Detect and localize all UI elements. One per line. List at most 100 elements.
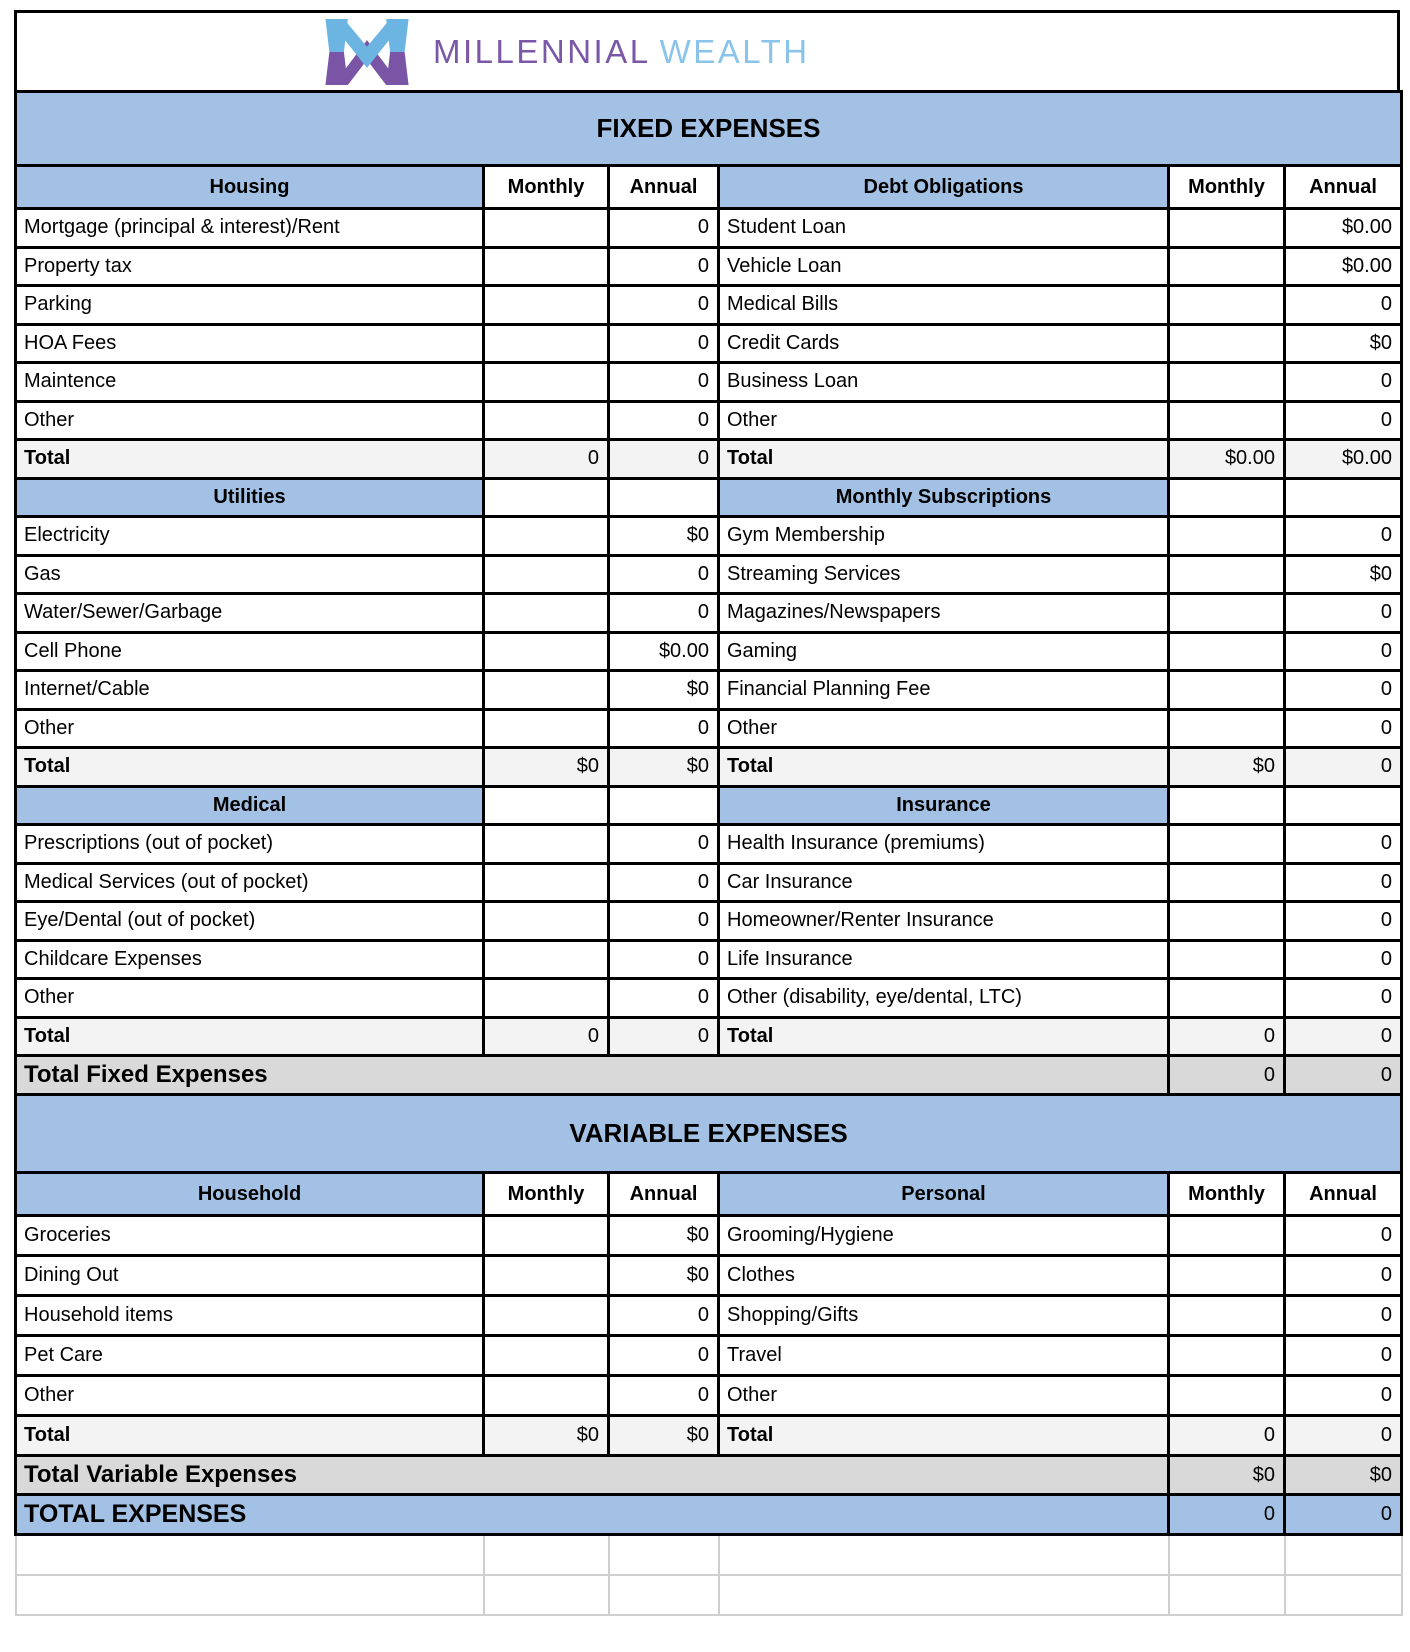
empty-cell[interactable] <box>607 1573 720 1616</box>
section-header-monthly-subscriptions[interactable]: Monthly Subscriptions <box>717 476 1170 518</box>
column-header-monthly[interactable]: Monthly <box>1167 164 1286 210</box>
empty-cell[interactable] <box>482 784 610 826</box>
section-header-medical[interactable]: Medical <box>14 784 485 826</box>
annual-value-cell[interactable]: $0 <box>607 1214 720 1257</box>
monthly-value-cell[interactable] <box>1167 823 1286 865</box>
section-band-variable[interactable]: VARIABLE EXPENSES <box>14 1093 1403 1174</box>
monthly-value-cell[interactable] <box>1167 707 1286 749</box>
row-label-cell[interactable]: Maintence <box>14 361 485 403</box>
row-label-cell[interactable]: Financial Planning Fee <box>717 669 1170 711</box>
monthly-value-cell[interactable] <box>1167 1254 1286 1297</box>
summary-label-fixed[interactable]: Total Fixed Expenses <box>14 1054 1170 1096</box>
annual-value-cell[interactable]: $0.00 <box>1283 207 1403 249</box>
total-label-cell[interactable]: Total <box>717 438 1170 480</box>
row-label-cell[interactable]: Other <box>717 399 1170 441</box>
monthly-value-cell[interactable] <box>482 515 610 557</box>
section-header-utilities[interactable]: Utilities <box>14 476 485 518</box>
row-label-cell[interactable]: HOA Fees <box>14 322 485 364</box>
empty-cell[interactable] <box>717 1533 1170 1576</box>
total-monthly-cell[interactable]: 0 <box>482 438 610 480</box>
monthly-value-cell[interactable] <box>482 823 610 865</box>
annual-value-cell[interactable]: 0 <box>1283 284 1403 326</box>
annual-value-cell[interactable]: 0 <box>1283 630 1403 672</box>
monthly-value-cell[interactable] <box>1167 515 1286 557</box>
monthly-value-cell[interactable] <box>482 938 610 980</box>
monthly-value-cell[interactable] <box>1167 1294 1286 1337</box>
empty-cell[interactable] <box>482 476 610 518</box>
grand-total-label[interactable]: TOTAL EXPENSES <box>14 1493 1170 1536</box>
column-header-monthly[interactable]: Monthly <box>482 164 610 210</box>
annual-value-cell[interactable]: $0.00 <box>607 630 720 672</box>
monthly-value-cell[interactable] <box>1167 284 1286 326</box>
total-label-cell[interactable]: Total <box>14 1015 485 1057</box>
empty-cell[interactable] <box>1283 476 1403 518</box>
section-header-household[interactable]: Household <box>14 1171 485 1217</box>
total-monthly-cell[interactable]: $0 <box>482 746 610 788</box>
row-label-cell[interactable]: Pet Care <box>14 1334 485 1377</box>
monthly-value-cell[interactable] <box>482 322 610 364</box>
annual-value-cell[interactable]: 0 <box>1283 1214 1403 1257</box>
monthly-value-cell[interactable] <box>1167 399 1286 441</box>
row-label-cell[interactable]: Water/Sewer/Garbage <box>14 592 485 634</box>
grand-total-monthly[interactable]: 0 <box>1167 1493 1286 1536</box>
annual-value-cell[interactable]: 0 <box>1283 1374 1403 1417</box>
row-label-cell[interactable]: Streaming Services <box>717 553 1170 595</box>
annual-value-cell[interactable]: 0 <box>1283 1294 1403 1337</box>
column-header-annual[interactable]: Annual <box>607 1171 720 1217</box>
monthly-value-cell[interactable] <box>482 669 610 711</box>
annual-value-cell[interactable]: $0 <box>607 669 720 711</box>
summary-label-variable[interactable]: Total Variable Expenses <box>14 1454 1170 1496</box>
monthly-value-cell[interactable] <box>1167 322 1286 364</box>
monthly-value-cell[interactable] <box>482 207 610 249</box>
row-label-cell[interactable]: Magazines/Newspapers <box>717 592 1170 634</box>
total-monthly-cell[interactable]: 0 <box>1167 1414 1286 1457</box>
section-header-personal[interactable]: Personal <box>717 1171 1170 1217</box>
total-monthly-cell[interactable]: 0 <box>1167 1015 1286 1057</box>
annual-value-cell[interactable]: $0.00 <box>1283 245 1403 287</box>
row-label-cell[interactable]: Car Insurance <box>717 861 1170 903</box>
summary-monthly-variable[interactable]: $0 <box>1167 1454 1286 1496</box>
row-label-cell[interactable]: Other <box>14 1374 485 1417</box>
annual-value-cell[interactable]: 0 <box>607 1294 720 1337</box>
annual-value-cell[interactable]: $0 <box>607 1254 720 1297</box>
summary-annual-fixed[interactable]: 0 <box>1283 1054 1403 1096</box>
row-label-cell[interactable]: Groceries <box>14 1214 485 1257</box>
monthly-value-cell[interactable] <box>482 861 610 903</box>
monthly-value-cell[interactable] <box>482 977 610 1019</box>
monthly-value-cell[interactable] <box>1167 977 1286 1019</box>
empty-cell[interactable] <box>1167 784 1286 826</box>
row-label-cell[interactable]: Travel <box>717 1334 1170 1377</box>
total-label-cell[interactable]: Total <box>717 1414 1170 1457</box>
empty-cell[interactable] <box>1167 1573 1286 1616</box>
total-annual-cell[interactable]: 0 <box>1283 1015 1403 1057</box>
monthly-value-cell[interactable] <box>1167 630 1286 672</box>
row-label-cell[interactable]: Gym Membership <box>717 515 1170 557</box>
empty-cell[interactable] <box>1283 784 1403 826</box>
row-label-cell[interactable]: Grooming/Hygiene <box>717 1214 1170 1257</box>
annual-value-cell[interactable]: 0 <box>1283 515 1403 557</box>
row-label-cell[interactable]: Clothes <box>717 1254 1170 1297</box>
total-monthly-cell[interactable]: $0.00 <box>1167 438 1286 480</box>
empty-cell[interactable] <box>717 1573 1170 1616</box>
monthly-value-cell[interactable] <box>482 707 610 749</box>
monthly-value-cell[interactable] <box>1167 207 1286 249</box>
annual-value-cell[interactable]: 0 <box>607 284 720 326</box>
annual-value-cell[interactable]: 0 <box>607 399 720 441</box>
monthly-value-cell[interactable] <box>482 1214 610 1257</box>
annual-value-cell[interactable]: 0 <box>607 361 720 403</box>
section-band-fixed[interactable]: FIXED EXPENSES <box>14 90 1403 167</box>
annual-value-cell[interactable]: 0 <box>607 900 720 942</box>
empty-cell[interactable] <box>14 1533 485 1576</box>
empty-cell[interactable] <box>607 476 720 518</box>
annual-value-cell[interactable]: 0 <box>607 553 720 595</box>
row-label-cell[interactable]: Gas <box>14 553 485 595</box>
total-annual-cell[interactable]: 0 <box>1283 1414 1403 1457</box>
row-label-cell[interactable]: Cell Phone <box>14 630 485 672</box>
summary-annual-variable[interactable]: $0 <box>1283 1454 1403 1496</box>
annual-value-cell[interactable]: 0 <box>607 1334 720 1377</box>
annual-value-cell[interactable]: $0 <box>607 515 720 557</box>
row-label-cell[interactable]: Parking <box>14 284 485 326</box>
empty-cell[interactable] <box>482 1573 610 1616</box>
total-monthly-cell[interactable]: $0 <box>482 1414 610 1457</box>
annual-value-cell[interactable]: 0 <box>607 245 720 287</box>
